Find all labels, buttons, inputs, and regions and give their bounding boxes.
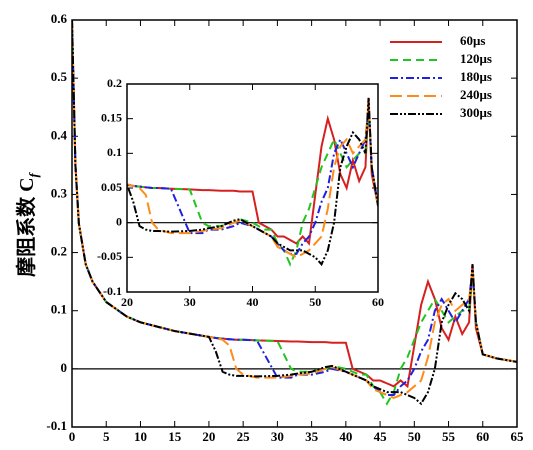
y-tick-label: 0.05	[101, 180, 122, 194]
y-tick-label: -0.1	[103, 284, 122, 298]
y-tick-label: 0	[61, 360, 68, 375]
x-tick-label: 45	[374, 429, 388, 444]
x-tick-label: 0	[69, 429, 76, 444]
y-tick-label: 0	[116, 214, 122, 228]
x-tick-label: 10	[134, 429, 147, 444]
legend-label: 120μs	[460, 51, 492, 66]
x-tick-label: 30	[271, 429, 284, 444]
series-line	[72, 20, 517, 406]
y-tick-label: 0.1	[107, 145, 122, 159]
x-tick-label: 40	[339, 429, 352, 444]
x-tick-label: 20	[202, 429, 215, 444]
y-axis-label-sub: f	[26, 171, 41, 177]
plot-frame	[71, 19, 518, 428]
y-axis-label-text: 摩阻系数 C	[14, 177, 38, 276]
x-tick-label: 50	[408, 429, 421, 444]
x-tick-label: 5	[103, 429, 110, 444]
series-line	[127, 104, 378, 267]
x-tick-label: 30	[184, 295, 196, 309]
legend-label: 60μs	[460, 33, 485, 48]
x-tick-label: 60	[476, 429, 489, 444]
x-tick-label: 35	[305, 429, 319, 444]
y-tick-label: 0.6	[51, 11, 68, 26]
x-tick-label: 55	[442, 429, 456, 444]
y-tick-label: -0.1	[46, 418, 67, 433]
legend-label: 300μs	[460, 105, 492, 120]
plot-frame	[126, 83, 379, 293]
series-line	[127, 97, 378, 267]
y-tick-label: 0.1	[51, 302, 67, 317]
x-tick-label: 40	[247, 295, 259, 309]
series-group	[127, 97, 378, 267]
y-tick-label: 0.15	[101, 110, 122, 124]
y-axis-label: 摩阻系数 Cf	[14, 171, 42, 276]
series-group	[72, 20, 517, 406]
legend-label: 180μs	[460, 69, 492, 84]
series-line	[127, 104, 378, 255]
y-tick-label: 0.2	[107, 76, 122, 90]
x-tick-label: 25	[237, 429, 251, 444]
x-tick-label: 15	[168, 429, 182, 444]
x-tick-label: 65	[511, 429, 525, 444]
y-tick-label: -0.05	[97, 249, 122, 263]
y-tick-label: 0.2	[51, 244, 67, 259]
x-tick-label: 20	[121, 295, 133, 309]
x-tick-label: 60	[372, 295, 384, 309]
series-line	[127, 104, 378, 259]
y-tick-label: 0.4	[51, 127, 68, 142]
x-tick-label: 50	[309, 295, 321, 309]
legend-label: 240μs	[460, 87, 492, 102]
series-line	[127, 97, 378, 246]
y-tick-label: 0.5	[51, 69, 68, 84]
y-tick-label: 0.3	[51, 185, 68, 200]
